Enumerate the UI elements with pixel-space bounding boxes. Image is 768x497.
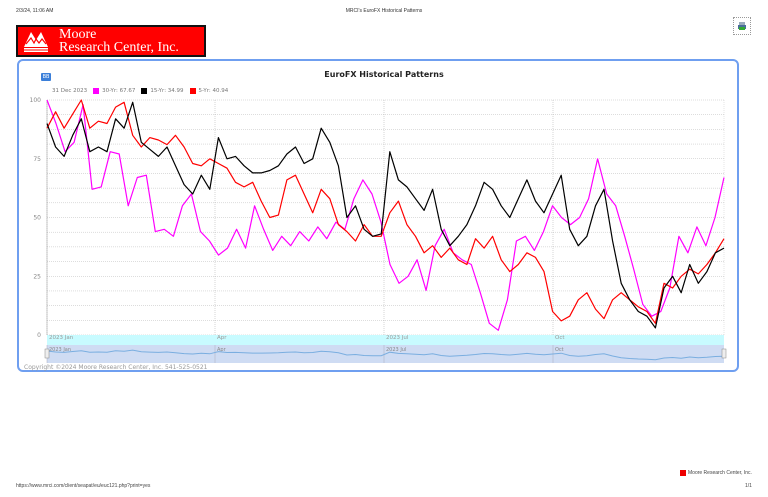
- print-button[interactable]: [733, 17, 751, 35]
- series-line-15-yr[interactable]: [46, 101, 725, 329]
- navigator-label: Apr: [217, 347, 227, 353]
- legend-label-30yr: 30-Yr: 67.67: [102, 88, 136, 94]
- navigator-handle[interactable]: [721, 348, 727, 359]
- footer-brand: Moore Research Center, Inc.: [680, 470, 752, 476]
- legend-label-15yr: 15-Yr: 34.99: [150, 88, 184, 94]
- y-tick-label: 0: [37, 332, 41, 339]
- navigator-handle[interactable]: [44, 348, 50, 359]
- navigator-label: Oct: [555, 347, 564, 353]
- chart-scrollbar[interactable]: [47, 335, 724, 345]
- moore-research-logo[interactable]: Moore Research Center, Inc.: [16, 25, 206, 57]
- legend-item-15yr[interactable]: 15-Yr: 34.99: [141, 88, 184, 94]
- browser-print-title: MRCI's EuroFX Historical Patterns: [345, 8, 423, 14]
- brand-logo-icon: [680, 470, 686, 476]
- chart-menu-button[interactable]: BB: [41, 73, 51, 81]
- legend-date: 31 Dec 2023: [52, 88, 88, 94]
- navigator-label: 2023 Jul: [386, 347, 406, 353]
- browser-print-datetime: 2/3/24, 11:06 AM: [16, 8, 54, 14]
- legend-label-5yr: 5-Yr: 40.94: [198, 88, 229, 94]
- y-tick-label: 50: [33, 215, 41, 222]
- logo-mark-icon: [23, 30, 49, 53]
- legend-item-5yr[interactable]: 5-Yr: 40.94: [189, 88, 229, 94]
- logo-text: Moore Research Center, Inc.: [59, 27, 179, 55]
- logo-line1: Moore: [59, 27, 97, 42]
- footer-url: https://www.mrci.com/client/seapat/eu/eu…: [16, 483, 151, 489]
- x-tick-label: Apr: [217, 335, 227, 341]
- series-line-5-yr[interactable]: [46, 99, 725, 324]
- x-tick-label: Oct: [555, 335, 565, 341]
- copyright-text: Copyright ©2024 Moore Research Center, I…: [24, 364, 208, 371]
- legend-swatch-5yr: [189, 88, 196, 94]
- footer-brand-text: Moore Research Center, Inc.: [688, 470, 752, 476]
- x-tick-label: 2023 Jan: [49, 335, 74, 341]
- legend-swatch-30yr: [93, 88, 100, 94]
- footer-page-number: 1/1: [745, 483, 752, 489]
- navigator-label: 2023 Jan: [49, 347, 71, 353]
- chart-legend: 31 Dec 2023 30-Yr: 67.67 15-Yr: 34.99 5-…: [52, 88, 228, 94]
- y-tick-label: 100: [30, 97, 42, 104]
- printer-icon: [738, 22, 746, 30]
- legend-swatch-15yr: [141, 88, 148, 94]
- x-tick-label: 2023 Jul: [386, 335, 409, 341]
- y-tick-label: 25: [33, 273, 41, 280]
- chart-title: EuroFX Historical Patterns: [324, 70, 444, 79]
- logo-line2: Research Center, Inc.: [59, 40, 179, 55]
- y-tick-label: 75: [33, 156, 41, 163]
- series-line-30-yr[interactable]: [46, 99, 725, 331]
- legend-item-30yr[interactable]: 30-Yr: 67.67: [93, 88, 135, 94]
- navigator-series: [46, 349, 725, 361]
